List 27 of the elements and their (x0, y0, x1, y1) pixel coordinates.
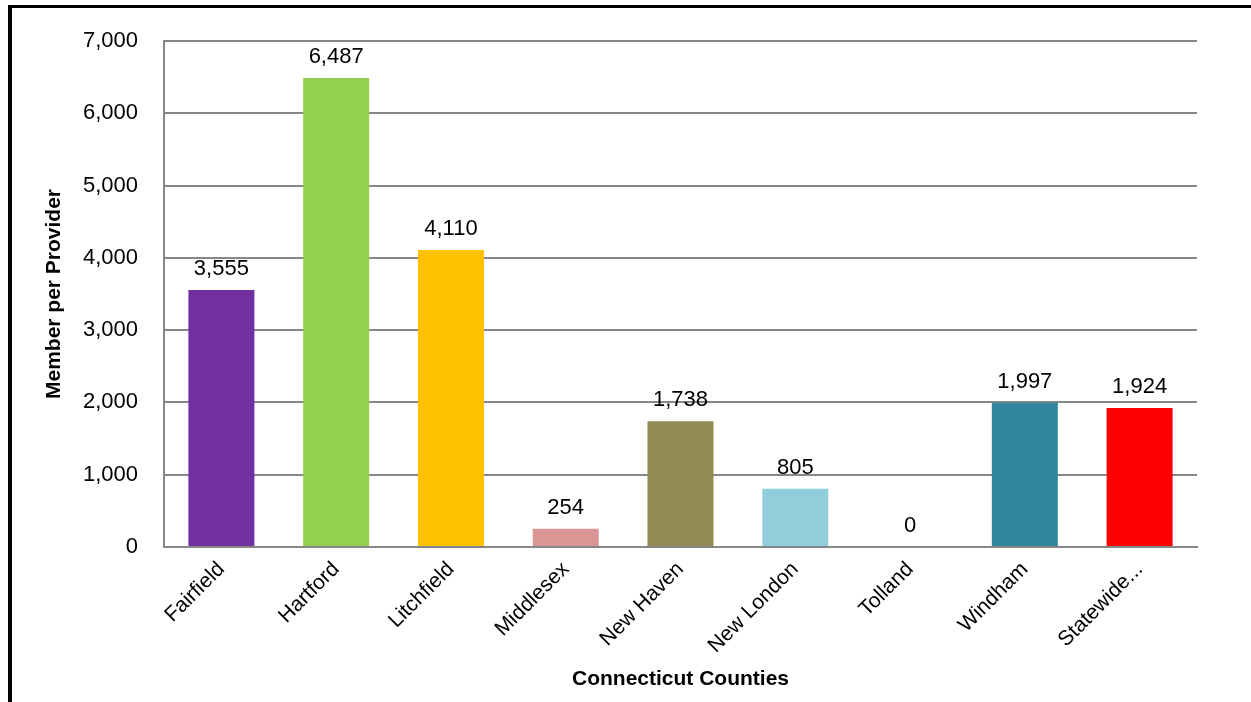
y-tick-label: 2,000 (82, 388, 138, 414)
data-label: 254 (547, 493, 585, 519)
x-axis-title: Connecticut Counties (571, 666, 790, 690)
bar (1106, 407, 1173, 546)
y-tick-label: 0 (125, 533, 138, 559)
data-label: 3,555 (193, 255, 249, 281)
data-label: 4,110 (424, 214, 478, 240)
y-tick-label: 1,000 (82, 460, 138, 486)
y-tick-label: 5,000 (82, 171, 138, 197)
bar (762, 488, 829, 546)
bar (532, 528, 599, 546)
bar (188, 290, 255, 546)
data-label: 0 (903, 512, 917, 538)
bar (647, 421, 714, 546)
y-tick-label: 6,000 (82, 99, 138, 125)
data-label: 805 (776, 453, 814, 479)
data-label: 1,997 (997, 367, 1053, 393)
y-tick-label: 3,000 (82, 316, 138, 342)
bar (991, 402, 1058, 546)
bar (417, 249, 484, 546)
y-tick-label: 4,000 (82, 243, 138, 269)
bar (303, 78, 370, 546)
y-axis-title: Member per Provider (41, 188, 65, 400)
y-tick-label: 7,000 (82, 27, 138, 53)
data-label: 6,487 (308, 43, 364, 69)
data-label: 1,738 (652, 386, 709, 412)
data-label: 1,924 (1112, 372, 1168, 398)
